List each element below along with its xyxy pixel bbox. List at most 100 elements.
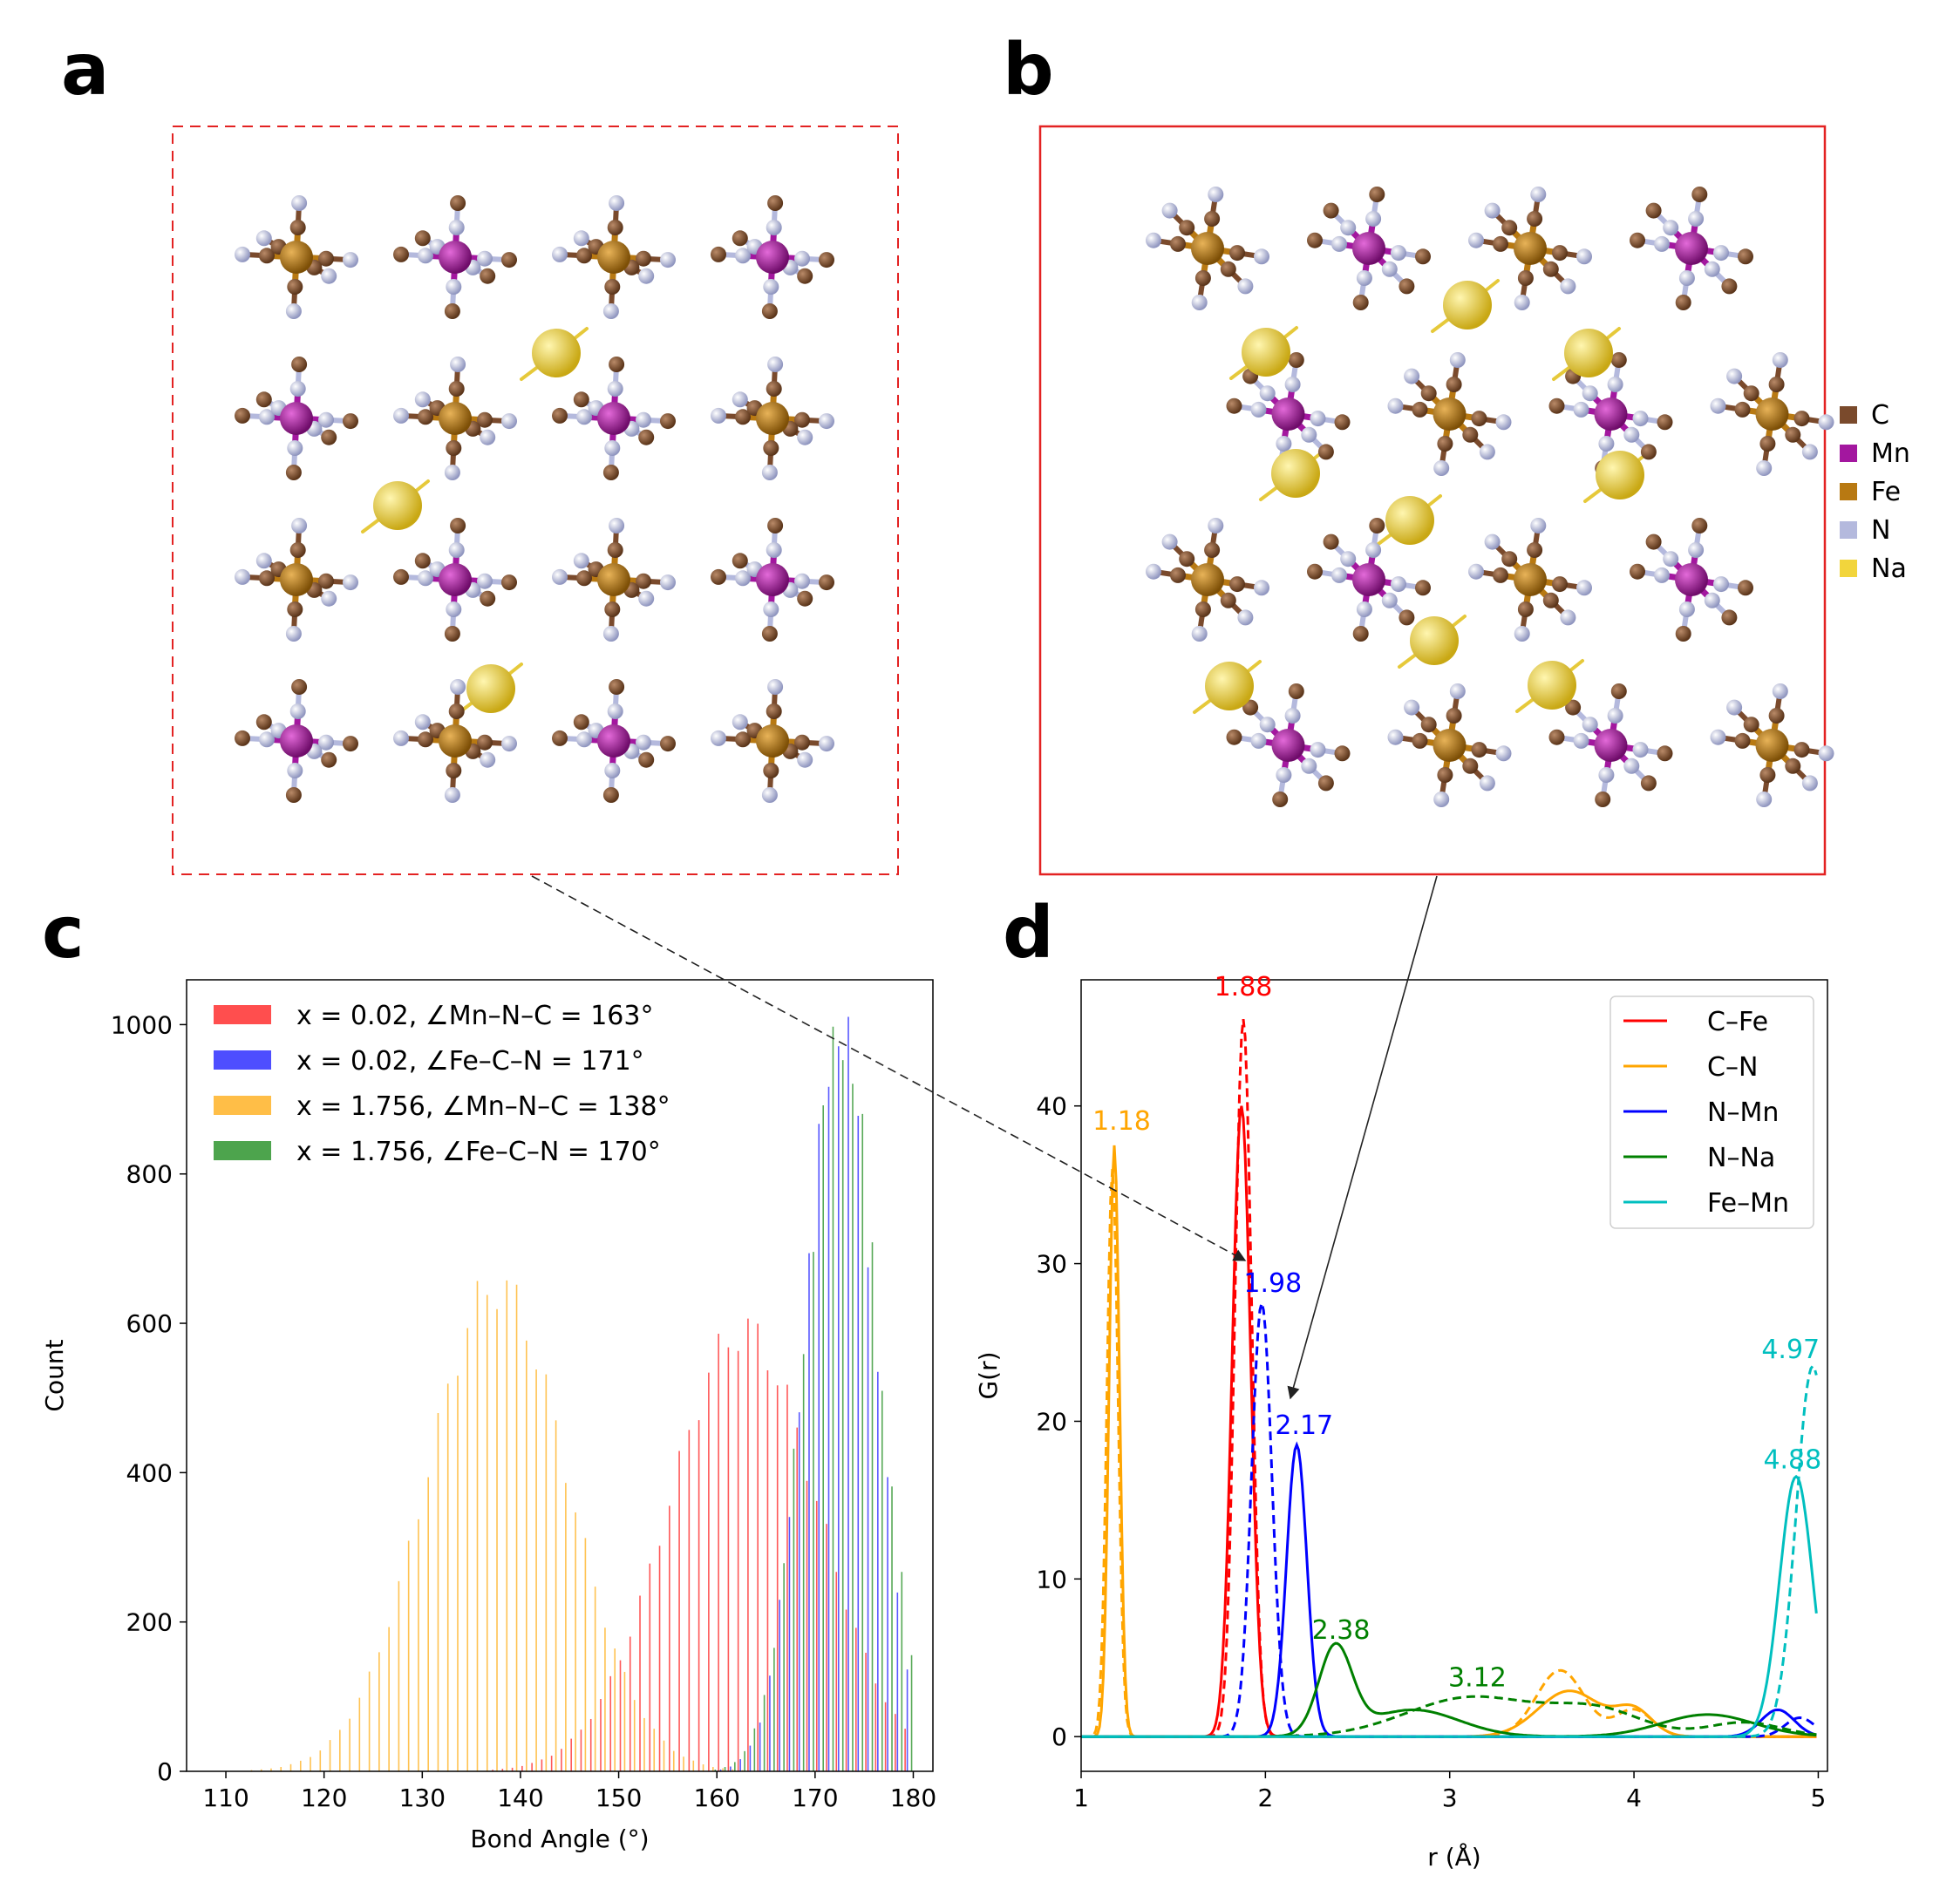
chart-c-legend-label-1: x = 0.02, ∠Fe–C–N = 171°: [296, 1046, 644, 1077]
atom-c: [1437, 767, 1453, 783]
atom-c: [1471, 411, 1487, 427]
atom-n: [321, 268, 337, 284]
atom-n: [1756, 460, 1773, 476]
chart-c-xlabel: Bond Angle (°): [470, 1824, 649, 1853]
atom-c: [414, 230, 431, 247]
atom-n: [797, 751, 813, 768]
atom-n: [1381, 592, 1398, 608]
panel-label-a: a: [61, 29, 109, 112]
atom-n: [1449, 683, 1466, 699]
atom-n: [573, 553, 589, 569]
atom-c: [1194, 601, 1211, 617]
atom-c: [1738, 248, 1753, 265]
atom-n: [1484, 533, 1501, 550]
atom-c: [393, 568, 409, 585]
atom-c: [446, 763, 462, 778]
atom-n: [1449, 352, 1466, 368]
atom-n: [609, 195, 625, 211]
peak-annotation: 2.38: [1312, 1615, 1371, 1646]
atom-fe: [1514, 232, 1547, 265]
atom-c: [1640, 775, 1657, 792]
atom-c: [1565, 699, 1582, 716]
atom-n: [819, 413, 834, 430]
chart-d-legend: C–Fe C–N N–Mn N–Na Fe–Mn: [1610, 995, 1814, 1229]
atom-c: [1501, 551, 1518, 567]
atom-n: [1582, 717, 1598, 733]
atom-n: [766, 542, 782, 558]
chart-d-ticks: 1 2 3 4 5 0 10 20 30 40: [1036, 1092, 1826, 1812]
peak-annotation: 4.88: [1763, 1445, 1821, 1476]
atom-na: [1242, 328, 1290, 377]
atom-c: [1229, 576, 1245, 593]
atom-c: [1399, 278, 1415, 295]
atom-n: [318, 411, 334, 428]
atom-na: [466, 664, 515, 713]
atom-n: [1623, 426, 1640, 443]
atom-c: [767, 195, 784, 211]
atom-n: [1468, 232, 1484, 248]
series-line-dashed-3: [1081, 1695, 1817, 1738]
atom-n: [289, 381, 306, 397]
chart-d-legend-label-4: Fe–Mn: [1707, 1188, 1789, 1219]
x-tick-label: 2: [1257, 1784, 1273, 1812]
chart-d-ylabel: G(r): [974, 1351, 1003, 1399]
peak-annotation: 3.12: [1448, 1662, 1507, 1693]
atom-mn: [439, 563, 472, 596]
atom-n: [576, 731, 592, 748]
atom-c: [1352, 295, 1369, 310]
x-tick-label: 170: [792, 1784, 838, 1812]
atom-na: [1271, 449, 1320, 498]
atom-n: [767, 679, 784, 695]
atom-na: [1528, 661, 1576, 710]
atom-c: [1334, 414, 1351, 431]
atom-c: [450, 195, 466, 211]
chart-d-legend-label-0: C–Fe: [1707, 1007, 1768, 1037]
atom-n: [1356, 601, 1372, 617]
atom-mn: [1352, 232, 1385, 265]
atom-n: [1756, 792, 1773, 807]
atom-c: [1657, 745, 1673, 762]
atom-na: [1205, 662, 1254, 710]
atom-n: [732, 714, 748, 730]
atom-n: [1237, 609, 1254, 626]
atom-n: [477, 250, 493, 267]
atom-fe: [756, 402, 789, 435]
atom-n: [1391, 245, 1406, 262]
atom-c: [1768, 708, 1785, 724]
atom-c: [1412, 401, 1428, 418]
atom-n: [480, 751, 496, 768]
legend-swatch-mn: [1840, 445, 1857, 462]
atom-mn: [597, 724, 630, 758]
atom-n: [1468, 563, 1484, 580]
atom-n: [393, 407, 409, 424]
atom-mn: [756, 241, 789, 274]
atom-n: [1663, 220, 1679, 236]
legend-swatch-c: [1840, 406, 1857, 424]
y-tick-label: 30: [1036, 1250, 1067, 1279]
legend-label-na: Na: [1871, 554, 1907, 584]
atom-c: [259, 248, 275, 264]
chart-d-legend-label-3: N–Na: [1707, 1143, 1775, 1173]
structure-panel-a: [172, 126, 899, 875]
atom-c: [607, 220, 623, 235]
atom-c: [1415, 248, 1431, 265]
atom-c: [794, 411, 810, 428]
atom-n: [735, 570, 751, 587]
atom-n: [604, 440, 621, 456]
atom-c: [1317, 444, 1334, 460]
atom-n: [1688, 211, 1705, 227]
atom-n: [1573, 401, 1589, 418]
atom-c: [287, 279, 303, 295]
atom-n: [1576, 248, 1592, 265]
atom-c: [1675, 295, 1691, 310]
atom-n: [255, 553, 272, 569]
atom-n: [636, 411, 651, 428]
legend-swatch-n: [1840, 521, 1857, 539]
atom-n: [1340, 220, 1357, 236]
atom-n: [450, 679, 466, 695]
atom-c: [1691, 187, 1708, 202]
atom-n: [1301, 426, 1317, 443]
legend-label-fe: Fe: [1871, 477, 1901, 507]
atom-n: [1250, 732, 1267, 749]
atom-fe: [1191, 232, 1224, 265]
